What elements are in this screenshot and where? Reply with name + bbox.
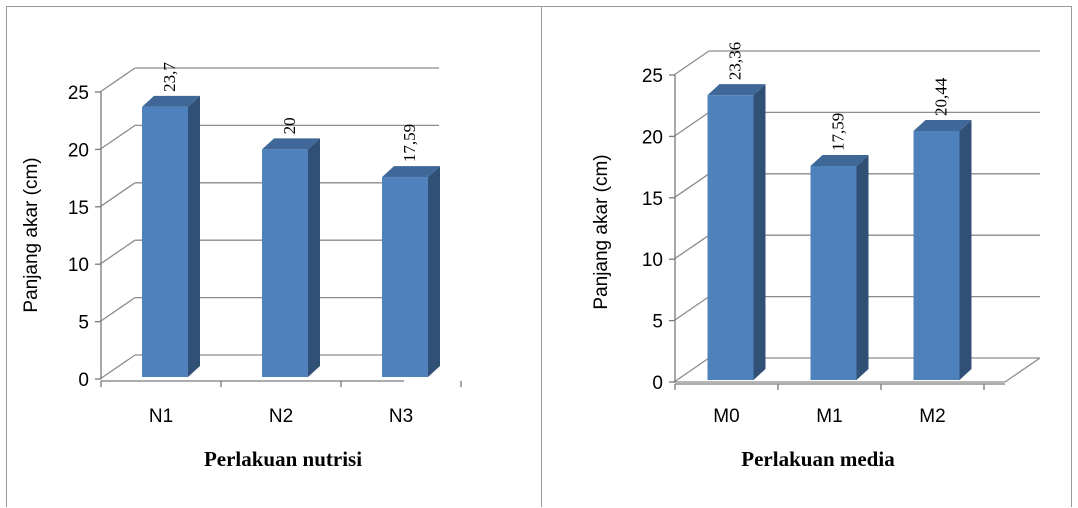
bar-side <box>959 119 972 381</box>
bar-top <box>142 95 200 107</box>
gridline-side <box>673 50 710 76</box>
x-axis-title: Perlakuan nutrisi <box>204 447 362 471</box>
plot-area: 0 5 10 15 20 25 23,36 M0 17,59 M1 20,44 M2 Panjang a… <box>591 42 1041 471</box>
gridline-side <box>99 239 136 265</box>
chart-panel-media: 0 5 10 15 20 25 23,36 M0 17,59 M1 20,44 M2 Panjang a… <box>541 6 1072 507</box>
y-tick-label: 5 <box>652 312 663 333</box>
y-tick-label: 10 <box>642 250 663 271</box>
gridline-side <box>99 354 136 380</box>
data-label: 17,59 <box>829 113 848 151</box>
gridline-side <box>99 297 136 323</box>
bar-top <box>707 84 766 96</box>
chart-nutrisi: 0 5 10 15 20 25 23,7 N1 20 N2 17,59 N3 Panjang akar … <box>21 62 462 471</box>
data-label: 23,36 <box>726 42 745 80</box>
y-tick-label: 0 <box>652 373 663 394</box>
gridline-side <box>99 67 136 93</box>
y-axis-title: Panjang akar (cm) <box>591 154 612 309</box>
bar <box>913 130 960 380</box>
bar-top <box>810 154 869 166</box>
plot-area: 0 5 10 15 20 25 23,7 N1 20 N2 17,59 N3 Panjang akar … <box>21 62 462 471</box>
chart-media: 0 5 10 15 20 25 23,36 M0 17,59 M1 20,44 M2 Panjang a… <box>591 42 1041 471</box>
x-tick-label: N1 <box>149 406 173 427</box>
bar-side <box>428 166 440 377</box>
bar-top <box>262 138 320 150</box>
bar-side <box>188 95 200 377</box>
y-tick-label: 10 <box>68 255 89 276</box>
x-tick-label: M1 <box>816 406 842 427</box>
data-label: 17,59 <box>400 124 419 162</box>
bar <box>707 95 754 381</box>
y-tick-label: 5 <box>78 313 89 334</box>
x-tick-label: N2 <box>269 406 293 427</box>
gridline-side <box>673 111 710 137</box>
data-label: 20,44 <box>932 77 951 116</box>
bar <box>262 149 308 377</box>
y-tick-label: 25 <box>68 83 89 104</box>
chart-panel-nutrisi: 0 5 10 15 20 25 23,7 N1 20 N2 17,59 N3 Panjang akar … <box>6 6 542 507</box>
bar <box>142 106 188 377</box>
y-tick-label: 15 <box>68 198 89 219</box>
gridline-side <box>99 182 136 208</box>
bar <box>810 165 857 380</box>
floor-right-edge <box>1004 357 1041 383</box>
y-tick-label: 0 <box>78 370 89 391</box>
gridline-side <box>673 234 710 260</box>
x-tick-label: N3 <box>389 406 413 427</box>
y-tick-label: 25 <box>642 66 663 87</box>
data-label: 20 <box>280 117 299 134</box>
y-axis-title: Panjang akar (cm) <box>21 157 42 312</box>
gridline-side <box>673 357 710 383</box>
x-tick-label: M2 <box>919 406 945 427</box>
gridline-side <box>99 124 136 150</box>
y-tick-label: 20 <box>642 127 663 148</box>
bar-side <box>753 84 766 381</box>
gridline-side <box>673 173 710 199</box>
gridline-side <box>673 296 710 322</box>
x-tick-label: M0 <box>713 406 739 427</box>
bar-side <box>308 138 320 377</box>
x-axis-title: Perlakuan media <box>741 447 895 471</box>
y-tick-label: 20 <box>68 140 89 161</box>
bar <box>382 177 428 377</box>
data-label: 23,7 <box>160 62 179 92</box>
y-tick-label: 15 <box>642 189 663 210</box>
bar-top <box>913 119 972 131</box>
bar-top <box>382 166 440 178</box>
bar-side <box>856 154 869 380</box>
